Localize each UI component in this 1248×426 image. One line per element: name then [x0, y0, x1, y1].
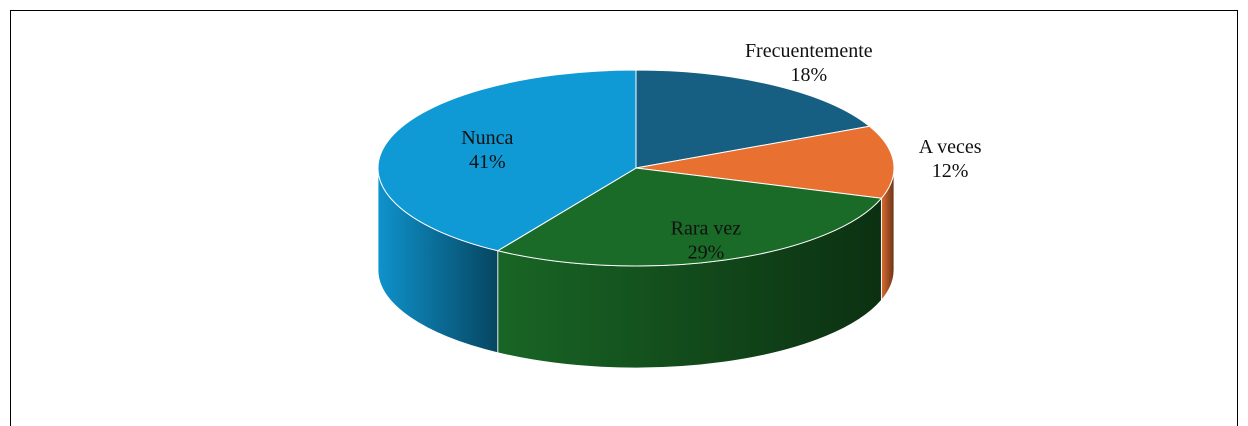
chart-border — [10, 10, 1238, 426]
slice — [496, 167, 883, 267]
slice-value-label: 12% — [932, 160, 969, 182]
slice — [377, 69, 637, 252]
slice-label: Frecuentemente — [745, 40, 873, 62]
slice — [635, 125, 895, 199]
slice-value-label: 29% — [688, 241, 725, 263]
slice-value-label: 41% — [469, 151, 506, 173]
slice — [635, 69, 871, 169]
slice-value-label: 18% — [790, 64, 827, 86]
slice-label: Rara vez — [671, 217, 742, 239]
slice-label: A veces — [919, 136, 982, 158]
slice-label: Nunca — [461, 127, 513, 149]
